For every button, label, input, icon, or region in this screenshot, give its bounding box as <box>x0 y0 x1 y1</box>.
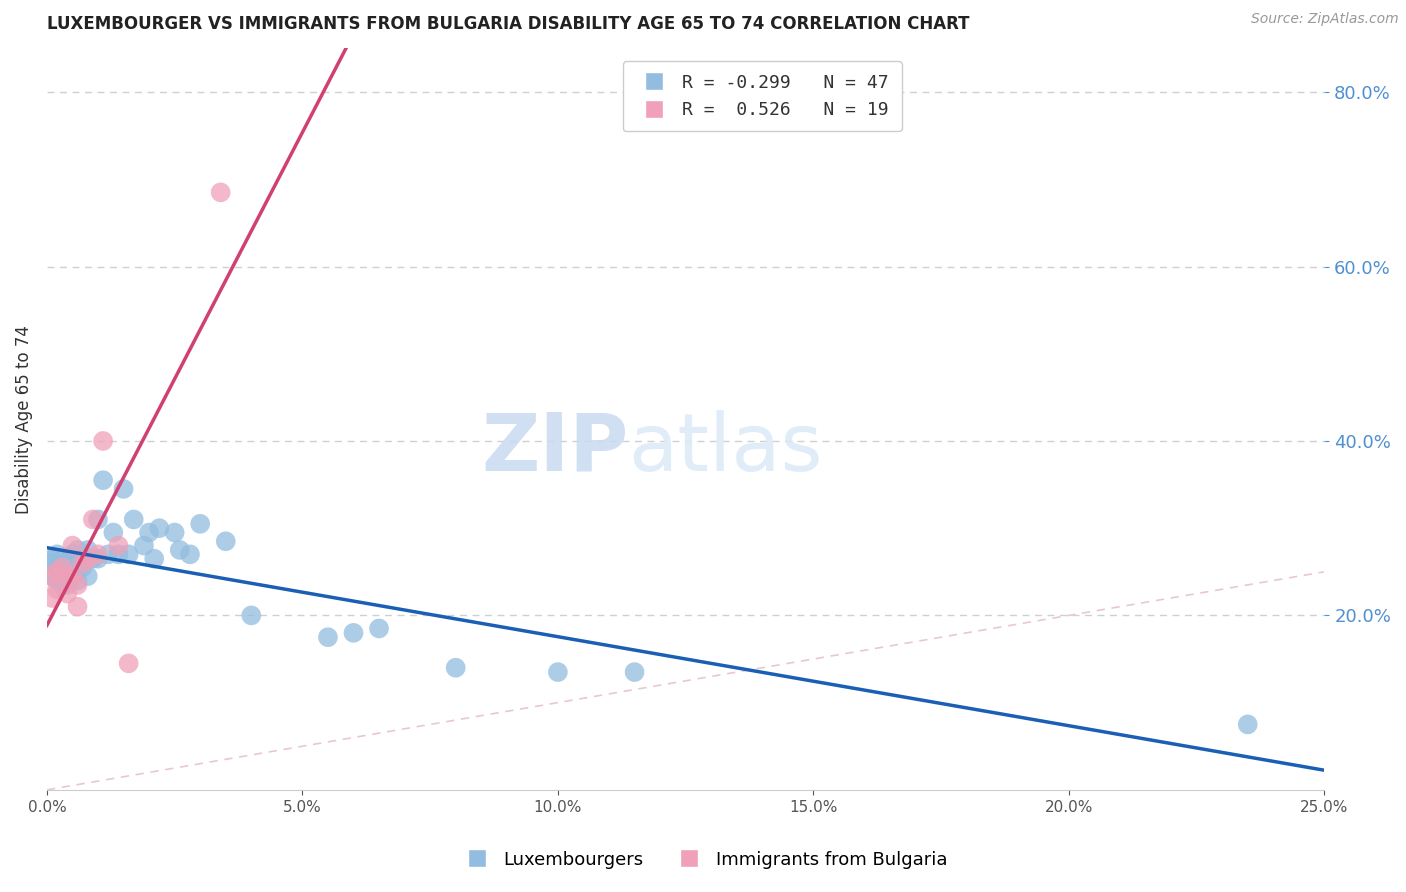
Point <box>368 622 391 636</box>
Text: atlas: atlas <box>628 409 823 488</box>
Point <box>82 551 104 566</box>
Point <box>169 543 191 558</box>
Point <box>66 578 89 592</box>
Point <box>51 565 73 579</box>
Text: ZIP: ZIP <box>481 409 628 488</box>
Point <box>41 569 63 583</box>
Point <box>91 434 114 448</box>
Point <box>56 569 79 583</box>
Point <box>72 556 94 570</box>
Point <box>87 551 110 566</box>
Point <box>215 534 238 549</box>
Point <box>46 547 69 561</box>
Point <box>209 186 232 200</box>
Point <box>316 630 339 644</box>
Point <box>76 543 98 558</box>
Point <box>107 547 129 561</box>
Point <box>623 665 645 679</box>
Point <box>547 665 569 679</box>
Point <box>56 556 79 570</box>
Legend: Luxembourgers, Immigrants from Bulgaria: Luxembourgers, Immigrants from Bulgaria <box>451 844 955 876</box>
Point <box>342 625 364 640</box>
Y-axis label: Disability Age 65 to 74: Disability Age 65 to 74 <box>15 325 32 514</box>
Point <box>122 512 145 526</box>
Point <box>87 547 110 561</box>
Point <box>82 512 104 526</box>
Point <box>91 473 114 487</box>
Point <box>62 547 84 561</box>
Point <box>148 521 170 535</box>
Point <box>56 569 79 583</box>
Point <box>51 578 73 592</box>
Text: Source: ZipAtlas.com: Source: ZipAtlas.com <box>1251 12 1399 26</box>
Point <box>107 539 129 553</box>
Point <box>41 551 63 566</box>
Point <box>41 591 63 605</box>
Point <box>132 539 155 553</box>
Point <box>76 551 98 566</box>
Point <box>76 569 98 583</box>
Point <box>66 574 89 588</box>
Point <box>138 525 160 540</box>
Point <box>46 560 69 574</box>
Point <box>66 599 89 614</box>
Point <box>118 547 141 561</box>
Point <box>188 516 211 531</box>
Point <box>41 569 63 583</box>
Point <box>143 551 166 566</box>
Point <box>56 578 79 592</box>
Point <box>179 547 201 561</box>
Point <box>51 560 73 574</box>
Point <box>112 482 135 496</box>
Point <box>87 512 110 526</box>
Point <box>163 525 186 540</box>
Point <box>46 574 69 588</box>
Point <box>51 551 73 566</box>
Point <box>1236 717 1258 731</box>
Point <box>66 543 89 558</box>
Point <box>240 608 263 623</box>
Point <box>62 539 84 553</box>
Point <box>444 661 467 675</box>
Point <box>97 547 120 561</box>
Text: LUXEMBOURGER VS IMMIGRANTS FROM BULGARIA DISABILITY AGE 65 TO 74 CORRELATION CHA: LUXEMBOURGER VS IMMIGRANTS FROM BULGARIA… <box>46 15 969 33</box>
Point <box>41 556 63 570</box>
Point <box>46 565 69 579</box>
Legend: R = -0.299   N = 47, R =  0.526   N = 19: R = -0.299 N = 47, R = 0.526 N = 19 <box>623 62 901 131</box>
Point <box>62 569 84 583</box>
Point <box>46 582 69 597</box>
Point <box>62 569 84 583</box>
Point <box>118 657 141 671</box>
Point <box>72 560 94 574</box>
Point <box>56 586 79 600</box>
Point <box>66 556 89 570</box>
Point <box>103 525 125 540</box>
